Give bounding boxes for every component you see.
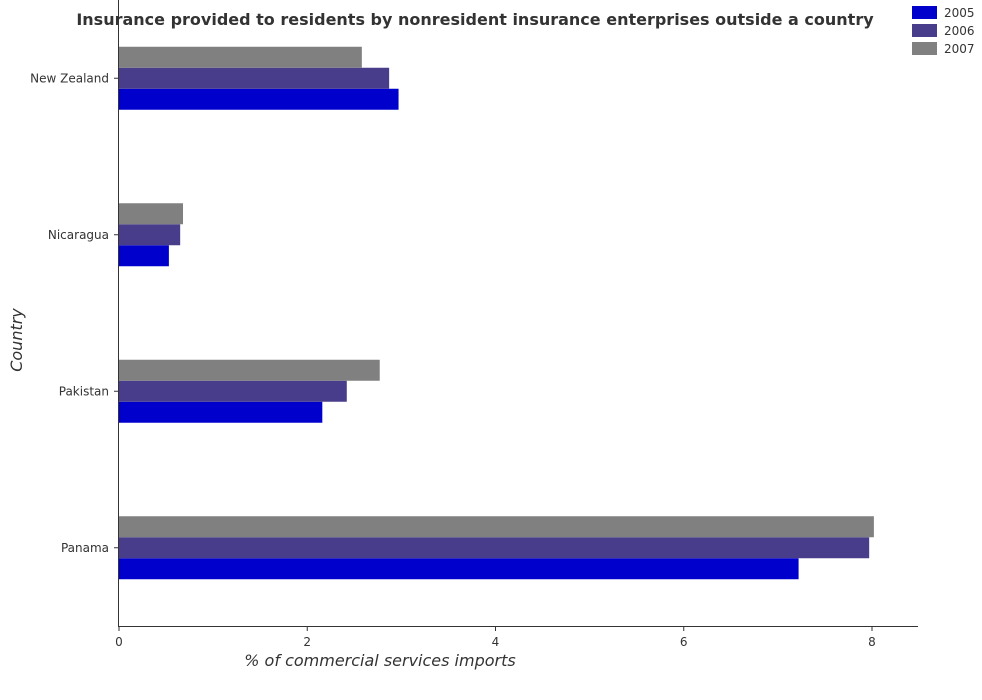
x-axis-label: % of commercial services imports [244, 651, 515, 670]
bar-pakistan-2005 [119, 401, 323, 423]
y-tick-label: Pakistan [59, 384, 109, 398]
legend-label-2005: 2005 [944, 6, 975, 20]
y-axis-label: Country [7, 308, 26, 372]
bar-new-zealand-2005 [119, 88, 399, 110]
bar-new-zealand-2007 [119, 46, 362, 68]
chart-title: Insurance provided to residents by nonre… [76, 10, 874, 29]
legend-swatch-2007 [912, 42, 937, 55]
y-tick-label: Nicaragua [48, 228, 109, 242]
legend: 2005 2006 2007 [912, 6, 975, 56]
x-tick-label: 4 [492, 635, 500, 649]
bar-pakistan-2006 [119, 380, 347, 402]
legend-swatch-2005 [912, 6, 937, 19]
bar-panama-2006 [119, 537, 870, 559]
x-tick-label: 6 [680, 635, 688, 649]
bar-nicaragua-2006 [119, 224, 181, 246]
y-ticks: New Zealand Nicaragua Pakistan Panama [30, 71, 118, 555]
bar-nicaragua-2007 [119, 203, 184, 225]
bar-pakistan-2007 [119, 359, 380, 381]
legend-label-2006: 2006 [944, 24, 975, 38]
y-tick-label: Panama [61, 541, 109, 555]
legend-swatch-2006 [912, 24, 937, 37]
bar-nicaragua-2005 [119, 245, 169, 267]
x-tick-label: 2 [303, 635, 311, 649]
bar-new-zealand-2006 [119, 67, 390, 89]
x-tick-label: 8 [868, 635, 876, 649]
plot-area [119, 46, 874, 580]
bar-panama-2007 [119, 516, 874, 538]
bar-panama-2005 [119, 558, 799, 580]
x-ticks: 0 2 4 6 8 [115, 626, 876, 649]
y-tick-label: New Zealand [30, 71, 109, 85]
legend-label-2007: 2007 [944, 42, 975, 56]
x-tick-label: 0 [115, 635, 123, 649]
